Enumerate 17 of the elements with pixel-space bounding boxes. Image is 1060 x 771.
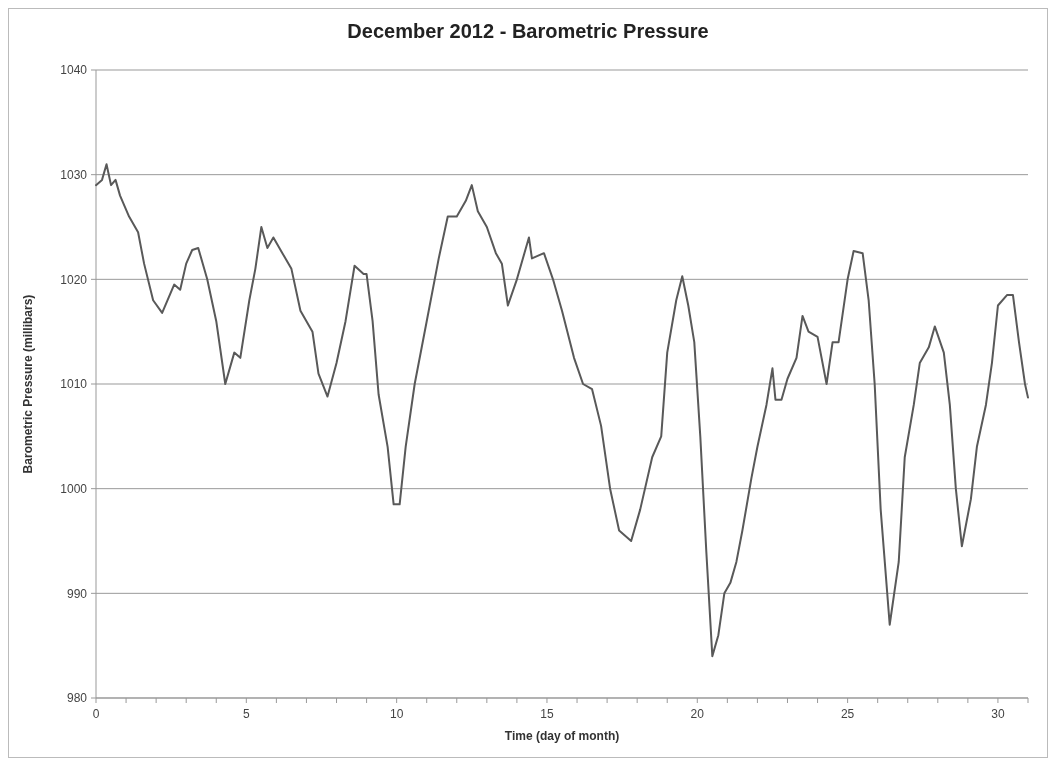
x-tick-label: 10 — [389, 707, 404, 721]
x-tick-label: 25 — [840, 707, 855, 721]
chart-title: December 2012 - Barometric Pressure — [347, 20, 709, 42]
y-tick-label: 990 — [66, 586, 88, 601]
y-axis-title: Barometric Pressure (millibars) — [21, 294, 35, 474]
y-tick-label: 1020 — [60, 272, 88, 287]
x-tick-label: 20 — [690, 707, 705, 721]
y-tick-label: 1000 — [60, 481, 88, 496]
x-axis-title: Time (day of month) — [504, 729, 620, 743]
y-tick-label: 1010 — [60, 377, 88, 392]
x-tick-label: 5 — [242, 707, 250, 721]
y-tick-label: 1040 — [60, 63, 88, 78]
y-tick-label: 1030 — [60, 167, 88, 182]
x-tick-label: 0 — [92, 707, 100, 721]
x-tick-label: 15 — [540, 707, 554, 721]
y-tick-label: 980 — [66, 691, 88, 706]
x-tick-label: 30 — [991, 707, 1005, 721]
